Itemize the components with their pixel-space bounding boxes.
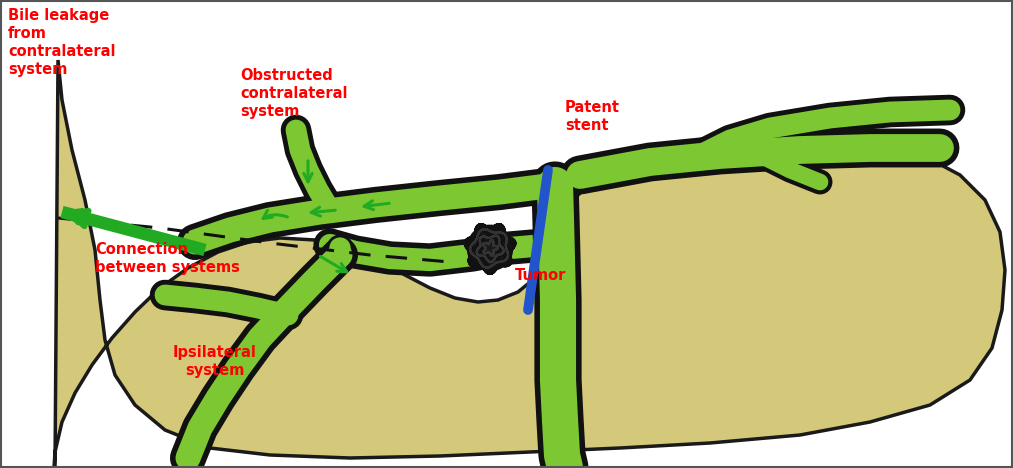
Text: Ipsilateral
system: Ipsilateral system: [173, 345, 257, 378]
Circle shape: [468, 226, 512, 270]
Text: Bile leakage
from
contralateral
system: Bile leakage from contralateral system: [8, 8, 115, 77]
Text: Tumor: Tumor: [515, 268, 566, 283]
Text: Obstructed
contralateral
system: Obstructed contralateral system: [240, 68, 347, 119]
Text: Patent
stent: Patent stent: [565, 100, 620, 133]
Text: Connection
between systems: Connection between systems: [95, 242, 240, 275]
Polygon shape: [54, 60, 1005, 468]
Circle shape: [328, 236, 352, 260]
